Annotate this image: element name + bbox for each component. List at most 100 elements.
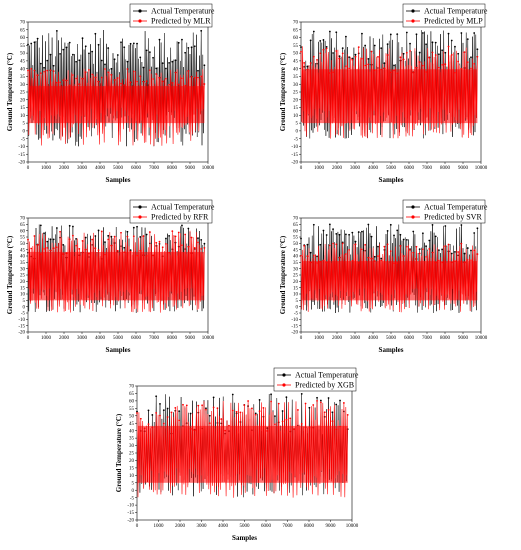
- series-marker: [383, 62, 386, 65]
- series-marker: [148, 69, 151, 72]
- y-tick-label: 25: [129, 452, 135, 457]
- y-tick-label: -20: [127, 519, 134, 524]
- series-marker: [399, 244, 402, 247]
- series-marker: [184, 51, 187, 54]
- series-marker: [412, 230, 415, 233]
- series-marker: [289, 417, 292, 420]
- series-band: [302, 69, 478, 124]
- series-marker: [331, 411, 334, 414]
- y-tick-label: 15: [129, 466, 135, 471]
- series-marker: [184, 233, 187, 236]
- legend-label: Predicted by XGB: [295, 381, 354, 390]
- series-marker: [300, 46, 302, 48]
- series-marker: [104, 241, 106, 244]
- series-marker: [123, 246, 126, 249]
- series-marker: [338, 55, 341, 58]
- x-tick-label: 7000: [149, 166, 160, 171]
- series-marker: [68, 84, 71, 87]
- series-marker: [162, 422, 165, 425]
- y-tick-label: 65: [129, 392, 135, 397]
- series-marker: [97, 43, 100, 46]
- series-marker: [171, 81, 174, 84]
- series-marker: [197, 69, 199, 72]
- y-axis-label: Ground Temperature (°C): [115, 413, 123, 492]
- series-marker: [312, 404, 315, 406]
- y-tick-label: 50: [20, 52, 26, 57]
- series-marker: [65, 252, 68, 255]
- y-tick-label: 60: [293, 229, 299, 234]
- series-marker: [247, 400, 249, 402]
- series-marker: [110, 73, 113, 76]
- y-tick-label: 50: [20, 242, 26, 247]
- series-marker: [380, 47, 383, 50]
- series-marker: [205, 408, 207, 411]
- series-marker: [159, 414, 161, 417]
- series-marker: [193, 76, 196, 79]
- series-marker: [361, 57, 363, 60]
- y-tick-label: 35: [293, 261, 299, 266]
- series-marker: [147, 409, 150, 412]
- series-marker: [441, 49, 444, 52]
- series-marker: [216, 407, 219, 410]
- series-marker: [52, 238, 55, 241]
- series-marker: [306, 243, 309, 246]
- series-marker: [338, 57, 341, 60]
- y-tick-label: 45: [20, 59, 26, 64]
- series-marker: [151, 414, 154, 416]
- series-marker: [431, 51, 434, 54]
- y-tick-label: 70: [129, 385, 135, 390]
- x-tick-label: 3000: [197, 524, 208, 529]
- series-marker: [62, 243, 65, 246]
- series-marker: [476, 227, 479, 230]
- series-marker: [62, 79, 65, 82]
- series-marker: [421, 232, 424, 235]
- series-marker: [418, 252, 421, 255]
- series-band: [29, 86, 205, 124]
- series-marker: [447, 32, 450, 35]
- series-marker: [78, 83, 81, 86]
- series-marker: [361, 32, 363, 35]
- series-marker: [159, 403, 161, 405]
- y-tick-label: -10: [291, 318, 298, 323]
- x-tick-label: 7000: [283, 524, 294, 529]
- series-marker: [351, 231, 354, 234]
- series-marker: [342, 402, 345, 404]
- series-marker: [170, 411, 173, 414]
- series-marker: [319, 52, 322, 55]
- series-marker: [409, 42, 411, 45]
- x-tick-label: 2000: [59, 336, 70, 341]
- series-marker: [399, 56, 402, 59]
- series-marker: [136, 80, 138, 83]
- series-marker: [165, 237, 167, 240]
- series-marker: [116, 249, 119, 252]
- x-tick-label: 0: [136, 524, 139, 529]
- series-marker: [470, 67, 472, 70]
- series-marker: [65, 79, 68, 82]
- series-marker: [277, 402, 280, 405]
- series-marker: [110, 235, 113, 238]
- y-tick-label: 40: [293, 67, 299, 72]
- series-marker: [322, 259, 325, 262]
- series-marker: [354, 243, 357, 246]
- series-marker: [75, 237, 78, 240]
- legend-swatch-marker: [138, 215, 142, 219]
- series-marker: [377, 245, 379, 248]
- series-marker: [177, 83, 180, 86]
- series-marker: [306, 255, 309, 258]
- series-marker: [142, 66, 145, 69]
- x-tick-label: 9000: [185, 166, 196, 171]
- series-marker: [402, 52, 405, 55]
- series-marker: [46, 69, 49, 72]
- series-marker: [84, 71, 87, 74]
- legend-label: Predicted by MLR: [151, 17, 211, 26]
- y-tick-label: 10: [20, 293, 26, 298]
- series-marker: [174, 406, 177, 409]
- series-marker: [346, 413, 349, 416]
- series-marker: [428, 239, 431, 242]
- series-marker: [155, 73, 158, 75]
- series-marker: [361, 230, 363, 233]
- series-marker: [52, 64, 55, 67]
- series-marker: [78, 247, 81, 250]
- x-tick-label: 1000: [41, 166, 52, 171]
- series-marker: [341, 242, 344, 245]
